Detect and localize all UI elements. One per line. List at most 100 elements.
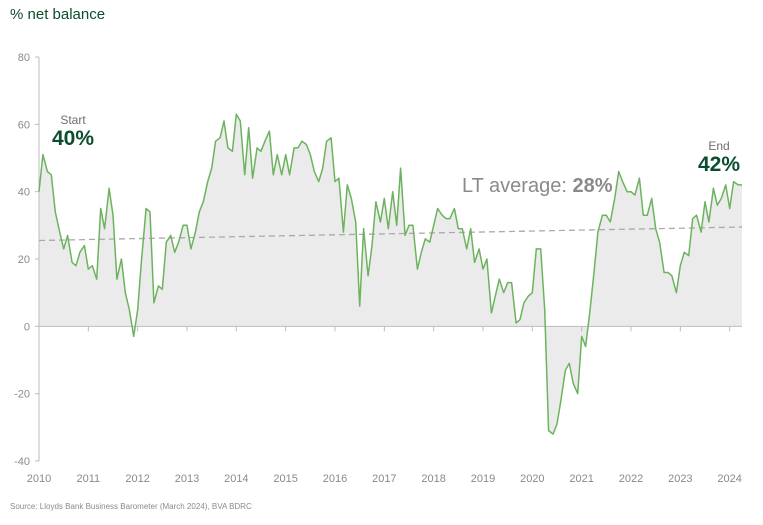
data-point [116, 278, 118, 280]
data-point [334, 180, 336, 182]
data-point [63, 248, 65, 250]
data-point [725, 184, 727, 186]
x-tick-label: 2020 [520, 473, 544, 485]
data-point [552, 433, 554, 435]
data-point [453, 207, 455, 209]
lt-average-label: LT average: [462, 175, 573, 197]
data-point [433, 224, 435, 226]
x-tick-label: 2024 [717, 473, 741, 485]
data-point [297, 147, 299, 149]
data-point [239, 120, 241, 122]
data-point [79, 251, 81, 253]
data-point [716, 204, 718, 206]
data-point [651, 197, 653, 199]
data-point [223, 120, 225, 122]
data-point [466, 248, 468, 250]
data-point [174, 251, 176, 253]
data-point [720, 197, 722, 199]
data-point [556, 423, 558, 425]
data-point [531, 292, 533, 294]
data-point [350, 197, 352, 199]
data-point [614, 197, 616, 199]
data-point [133, 335, 135, 337]
x-tick-label: 2015 [273, 473, 297, 485]
data-point [355, 221, 357, 223]
data-point [194, 231, 196, 233]
data-point [510, 281, 512, 283]
data-point [704, 201, 706, 203]
data-point [330, 137, 332, 139]
x-tick-label: 2011 [77, 473, 101, 485]
x-tick-label: 2023 [668, 473, 692, 485]
data-point [519, 318, 521, 320]
data-point [408, 224, 410, 226]
data-point [120, 258, 122, 260]
data-point [732, 180, 734, 182]
data-point [712, 187, 714, 189]
data-point [741, 184, 743, 186]
data-point [605, 214, 607, 216]
data-point [646, 214, 648, 216]
data-point [268, 130, 270, 132]
data-point [276, 153, 278, 155]
data-point [700, 231, 702, 233]
x-tick-label: 2021 [569, 473, 593, 485]
data-point [342, 231, 344, 233]
y-tick-label: -40 [14, 456, 30, 468]
data-point [260, 150, 262, 152]
data-point [140, 258, 142, 260]
data-point [251, 177, 253, 179]
data-point [100, 207, 102, 209]
data-point [186, 224, 188, 226]
data-point [301, 140, 303, 142]
data-point [473, 261, 475, 263]
data-point [441, 214, 443, 216]
y-axis-title: % net balance [10, 6, 106, 23]
data-point [577, 393, 579, 395]
start-label: Start [60, 113, 86, 127]
data-point [375, 201, 377, 203]
start-value: 40% [51, 127, 95, 150]
data-point [91, 265, 93, 267]
lt-average-value: 28% [572, 175, 613, 197]
data-point [359, 305, 361, 307]
data-point [145, 207, 147, 209]
data-point [572, 382, 574, 384]
x-tick-label: 2019 [471, 473, 495, 485]
y-tick-label: 40 [18, 187, 30, 199]
lt-average-line [38, 226, 743, 242]
data-point [235, 113, 237, 115]
data-point [461, 228, 463, 230]
data-point [207, 180, 209, 182]
data-point [601, 214, 603, 216]
data-point [371, 244, 373, 246]
data-point [416, 268, 418, 270]
data-point [59, 231, 61, 233]
data-point [544, 308, 546, 310]
data-point [46, 170, 48, 172]
y-tick-label: 60 [18, 119, 30, 131]
y-tick-label: 80 [18, 52, 30, 64]
data-point [404, 234, 406, 236]
data-point [288, 174, 290, 176]
data-point [309, 153, 311, 155]
data-point [429, 241, 431, 243]
x-tick-label: 2022 [619, 473, 643, 485]
data-point [248, 127, 250, 129]
data-point [515, 322, 517, 324]
data-point [547, 430, 549, 432]
data-point [198, 211, 200, 213]
data-point [108, 187, 110, 189]
data-point [679, 265, 681, 267]
area-fill [39, 114, 742, 435]
data-point [214, 140, 216, 142]
data-point [634, 194, 636, 196]
x-tick-label: 2018 [421, 473, 445, 485]
data-point [103, 228, 105, 230]
x-tick-label: 2016 [323, 473, 347, 485]
x-tick-label: 2014 [224, 473, 248, 485]
data-point [695, 214, 697, 216]
data-point [50, 174, 52, 176]
data-point [503, 292, 505, 294]
